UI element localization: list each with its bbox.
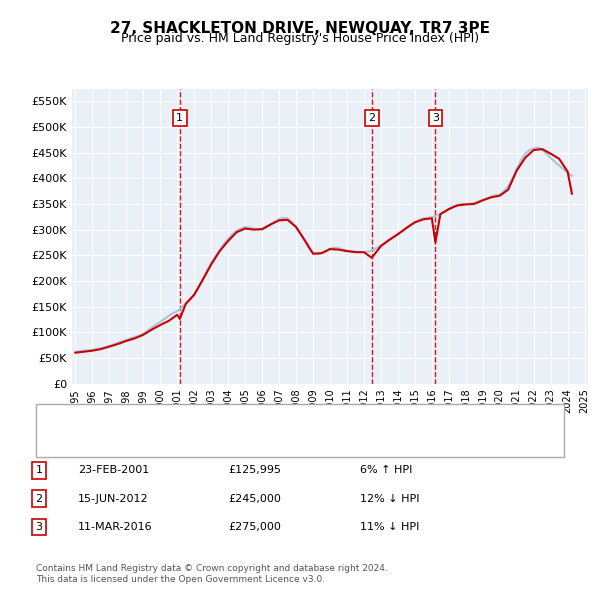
Text: 12% ↓ HPI: 12% ↓ HPI [360,494,419,503]
Text: 3: 3 [35,522,43,532]
Text: Contains HM Land Registry data © Crown copyright and database right 2024.: Contains HM Land Registry data © Crown c… [36,565,388,573]
Text: 11-MAR-2016: 11-MAR-2016 [78,522,152,532]
Text: £275,000: £275,000 [228,522,281,532]
Text: 27, SHACKLETON DRIVE, NEWQUAY, TR7 3PE: 27, SHACKLETON DRIVE, NEWQUAY, TR7 3PE [110,21,490,35]
Text: 6% ↑ HPI: 6% ↑ HPI [360,466,412,475]
Text: 23-FEB-2001: 23-FEB-2001 [78,466,149,475]
Text: 2: 2 [368,113,376,123]
Text: 2: 2 [35,494,43,503]
Text: £125,995: £125,995 [228,466,281,475]
Text: 11% ↓ HPI: 11% ↓ HPI [360,522,419,532]
Text: 15-JUN-2012: 15-JUN-2012 [78,494,149,503]
Text: This data is licensed under the Open Government Licence v3.0.: This data is licensed under the Open Gov… [36,575,325,584]
Text: ─────: ───── [51,440,89,453]
Text: ─────: ───── [51,411,89,424]
Text: £245,000: £245,000 [228,494,281,503]
Text: 27, SHACKLETON DRIVE, NEWQUAY, TR7 3PE (detached house): 27, SHACKLETON DRIVE, NEWQUAY, TR7 3PE (… [87,412,415,422]
Text: HPI: Average price, detached house, Cornwall: HPI: Average price, detached house, Corn… [87,442,325,451]
Text: 3: 3 [432,113,439,123]
Text: 1: 1 [176,113,183,123]
Text: Price paid vs. HM Land Registry's House Price Index (HPI): Price paid vs. HM Land Registry's House … [121,32,479,45]
Text: 1: 1 [35,466,43,475]
